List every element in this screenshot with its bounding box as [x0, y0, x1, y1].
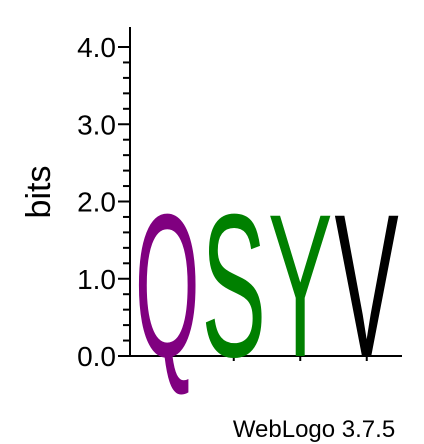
y-tick-label: 2.0 [77, 187, 116, 218]
logo-letter-Y: Y [268, 172, 332, 399]
logo-letter-S: S [202, 172, 266, 399]
y-tick-label: 4.0 [77, 32, 116, 63]
y-axis-label: bits [20, 166, 58, 219]
logo-letter-V: V [335, 172, 399, 400]
y-tick-label: 3.0 [77, 109, 116, 140]
x-axis [130, 355, 402, 361]
y-tick-label: 1.0 [77, 264, 116, 295]
logo-letter-Q: Q [135, 171, 199, 399]
y-ticks: 0.0 1.0 2.0 3.0 4.0 [77, 32, 130, 372]
weblogo-version-label: WebLogo 3.7.5 [233, 416, 395, 443]
y-tick-label: 0.0 [77, 341, 116, 372]
